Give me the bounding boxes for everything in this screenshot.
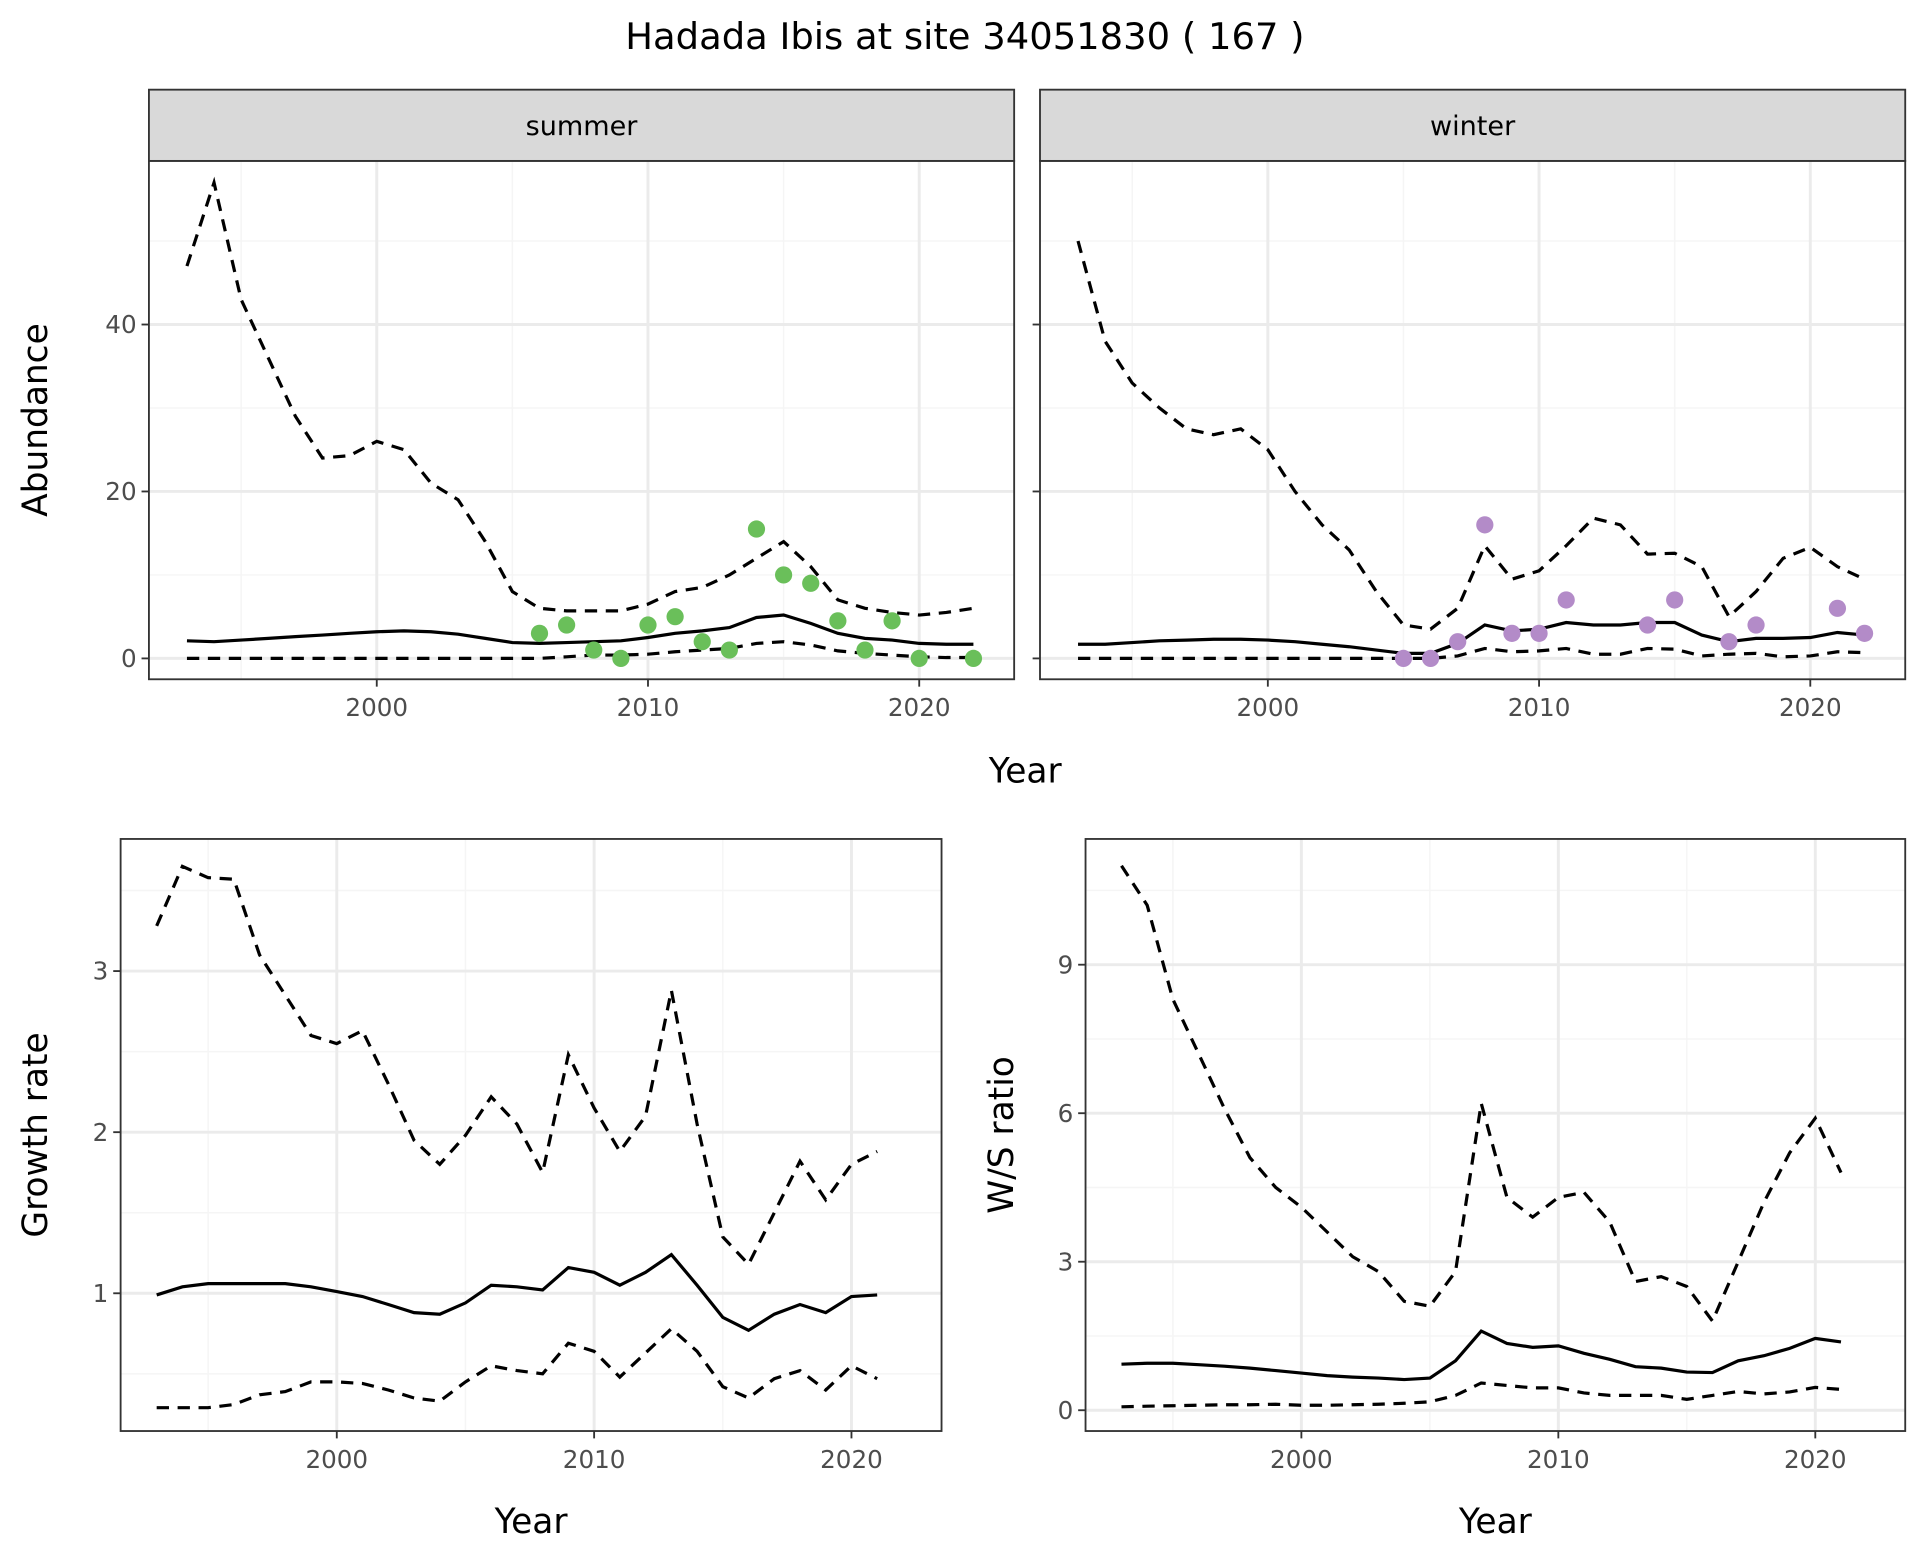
x-axis-title: Year [988, 751, 1063, 791]
observation-point [1747, 616, 1765, 634]
observation-point [964, 649, 983, 668]
observation-point [1638, 616, 1657, 634]
observation-point [530, 624, 549, 642]
observation-point [585, 641, 603, 659]
upper-bound-line [155, 864, 878, 1268]
y-tick-label: 20 [105, 477, 136, 506]
observation-point [1421, 649, 1440, 668]
y-axis-title: Growth rate [16, 1032, 56, 1237]
observation-point [802, 574, 820, 592]
panel-winter: winter 2000 2010 2020 [1032, 88, 1907, 722]
y-tick-label: 1 [93, 1279, 109, 1308]
x-tick-label: 2010 [617, 693, 680, 722]
plot-background [1040, 160, 1906, 680]
upper-bound-line [185, 176, 974, 617]
observation-point [1394, 649, 1413, 668]
x-tick-label: 2010 [1508, 693, 1571, 722]
observation-point [1557, 591, 1575, 609]
x-tick-label: 2000 [1237, 693, 1300, 722]
x-tick-label: 2000 [305, 1445, 368, 1474]
mean-line [156, 1252, 878, 1333]
observation-point [639, 616, 657, 634]
facet-label: summer [526, 111, 639, 142]
observation-point [558, 616, 576, 634]
lower-bound-line [1121, 1381, 1842, 1409]
y-axis-title: W/S ratio [982, 1056, 1022, 1214]
observation-point [1530, 624, 1548, 642]
observation-point [829, 612, 847, 630]
observation-point [666, 608, 684, 626]
panel-w-s-ratio: 2000 2010 2020 0 3 6 9 W/S ratio Year [982, 838, 1907, 1542]
observation-point [720, 641, 738, 659]
x-tick-label: 2020 [820, 1445, 883, 1474]
mean-line [186, 613, 974, 646]
x-tick-label: 2010 [1527, 1445, 1590, 1474]
y-tick-label: 2 [93, 1118, 109, 1147]
mean-line [1121, 1329, 1842, 1382]
panel-growth-rate: 2000 2010 2020 1 2 3 Growth rate Year [16, 838, 943, 1542]
x-tick-label: 2000 [345, 693, 408, 722]
y-tick-label: 3 [93, 957, 109, 986]
upper-bound-line [1120, 864, 1843, 1325]
facet-strip [148, 88, 1016, 162]
y-tick-label: 6 [1058, 1099, 1074, 1128]
observation-point [910, 649, 928, 668]
observation-point [1666, 591, 1684, 609]
x-tick-label: 2020 [1779, 693, 1842, 722]
plot-background [120, 838, 942, 1432]
lower-bound-line [1078, 646, 1865, 660]
y-axis-title: Abundance [16, 323, 56, 517]
panel-summer: summer 2000 2010 2020 0 20 40 Abundance [16, 88, 1016, 722]
observation-point [774, 566, 793, 584]
observation-point [1503, 624, 1521, 642]
observation-point [1476, 516, 1494, 534]
plot-background [1085, 838, 1906, 1432]
y-tick-label: 9 [1058, 950, 1074, 979]
y-tick-label: 0 [121, 644, 137, 673]
panel-border [1084, 838, 1907, 1432]
panel-border [119, 838, 943, 1432]
x-tick-label: 2020 [888, 693, 951, 722]
x-axis-title: Year [494, 1502, 569, 1542]
facet-label: winter [1430, 111, 1516, 142]
facet-strip [1039, 88, 1907, 162]
x-tick-label: 2010 [563, 1445, 626, 1474]
y-tick-label: 3 [1058, 1247, 1074, 1276]
observation-point [747, 520, 766, 538]
y-tick-label: 40 [105, 310, 136, 339]
lower-bound-line [186, 640, 974, 660]
y-tick-label: 0 [1058, 1396, 1074, 1425]
observation-point [883, 612, 901, 630]
observation-point [693, 633, 711, 651]
observation-point [1828, 599, 1847, 617]
observation-point [856, 641, 874, 659]
observation-point [612, 649, 630, 668]
observation-point [1855, 624, 1874, 642]
observation-point [1449, 633, 1467, 651]
upper-bound-line [1076, 240, 1866, 631]
lower-bound-line [156, 1326, 878, 1410]
observation-point [1720, 633, 1738, 651]
plot-background [148, 160, 1015, 680]
x-axis-title: Year [1458, 1502, 1533, 1542]
chart-title: Hadada Ibis at site 34051830 ( 167 ) [625, 15, 1304, 58]
x-tick-label: 2000 [1270, 1445, 1333, 1474]
x-tick-label: 2020 [1784, 1445, 1847, 1474]
